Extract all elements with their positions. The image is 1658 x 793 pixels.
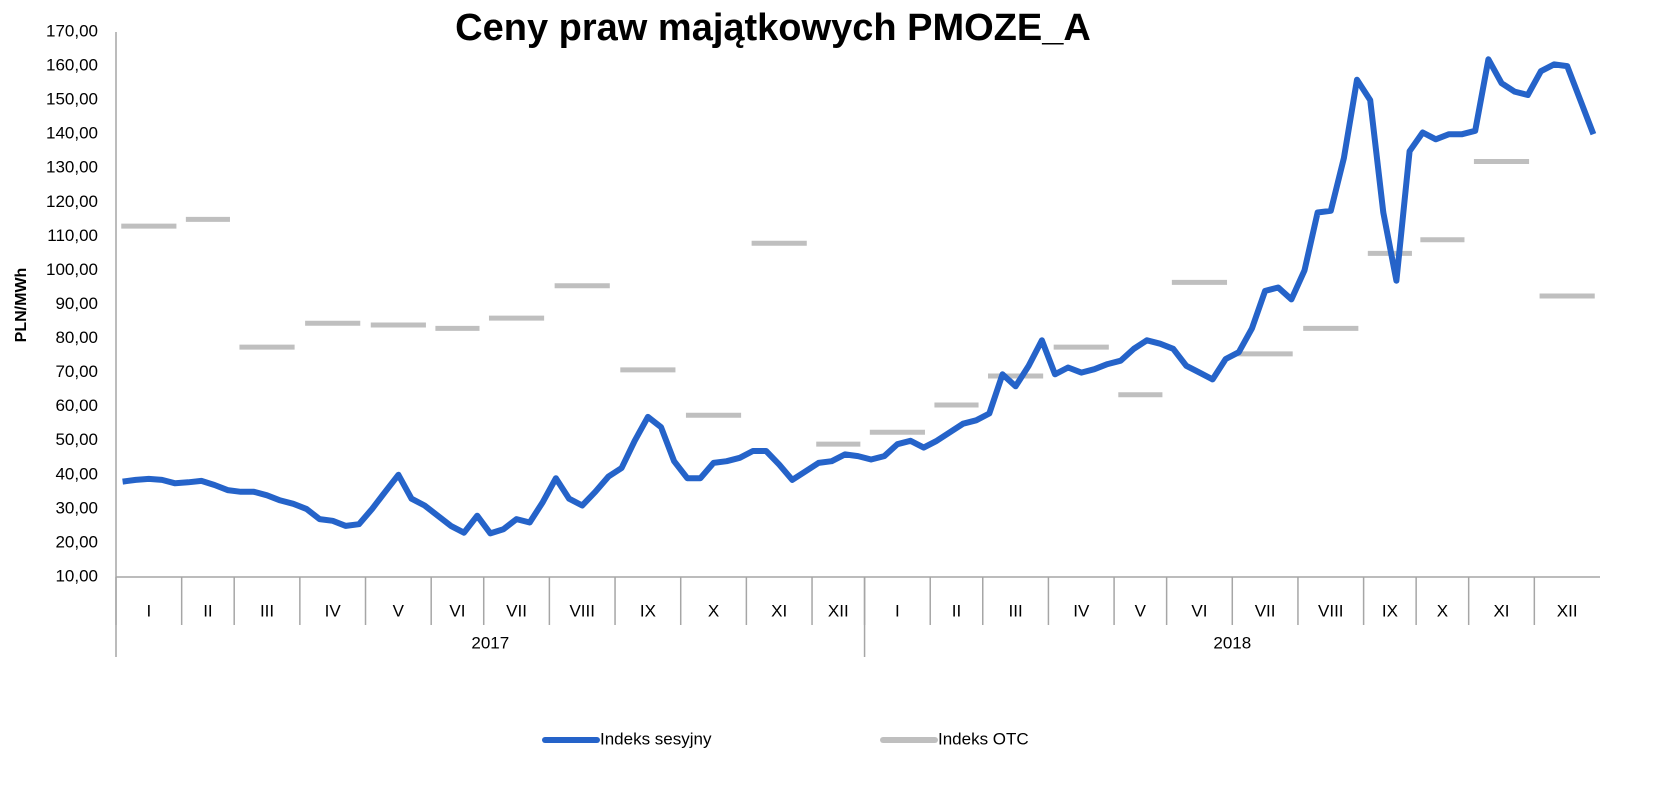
x-tick-label: III [260,601,274,620]
y-tick-label: 60,00 [55,396,98,415]
x-tick-label: II [203,601,212,620]
year-label: 2017 [471,633,509,652]
legend-label: Indeks sesyjny [600,729,712,748]
y-tick-label: 70,00 [55,362,98,381]
y-axis-label: PLN/MWh [13,268,30,343]
legend-label: Indeks OTC [938,729,1029,748]
x-tick-label: VI [449,601,465,620]
y-tick-label: 160,00 [46,56,98,75]
y-tick-label: 20,00 [55,532,98,551]
x-tick-label: XI [771,601,787,620]
x-tick-label: XI [1493,601,1509,620]
x-tick-label: IV [325,601,342,620]
x-tick-label: IV [1073,601,1090,620]
year-label: 2018 [1213,633,1251,652]
x-tick-label: IX [1382,601,1398,620]
y-tick-label: 150,00 [46,90,98,109]
y-tick-label: 120,00 [46,192,98,211]
chart-title: Ceny praw majątkowych PMOZE_A [455,7,1091,49]
y-tick-label: 40,00 [55,464,98,483]
y-tick-label: 10,00 [55,566,98,585]
x-tick-label: VII [1255,601,1276,620]
x-tick-label: X [1437,601,1448,620]
y-tick-label: 130,00 [46,158,98,177]
x-tick-label: IX [640,601,656,620]
x-tick-label: II [952,601,961,620]
x-tick-label: V [393,601,405,620]
x-tick-label: VI [1191,601,1207,620]
x-tick-label: V [1135,601,1147,620]
x-tick-label: VIII [1318,601,1344,620]
y-tick-label: 140,00 [46,124,98,143]
y-tick-label: 50,00 [55,430,98,449]
x-tick-label: III [1009,601,1023,620]
y-tick-label: 170,00 [46,21,98,40]
x-tick-label: XII [1557,601,1578,620]
x-tick-label: VII [506,601,527,620]
x-tick-label: XII [828,601,849,620]
x-tick-label: VIII [569,601,595,620]
y-tick-label: 100,00 [46,260,98,279]
y-tick-label: 30,00 [55,498,98,517]
line-series [122,56,1597,537]
x-tick-label: I [146,601,151,620]
x-tick-label: I [895,601,900,620]
x-tick-label: X [708,601,719,620]
y-tick-label: 90,00 [55,294,98,313]
y-tick-label: 110,00 [47,226,98,245]
y-tick-label: 80,00 [55,328,98,347]
